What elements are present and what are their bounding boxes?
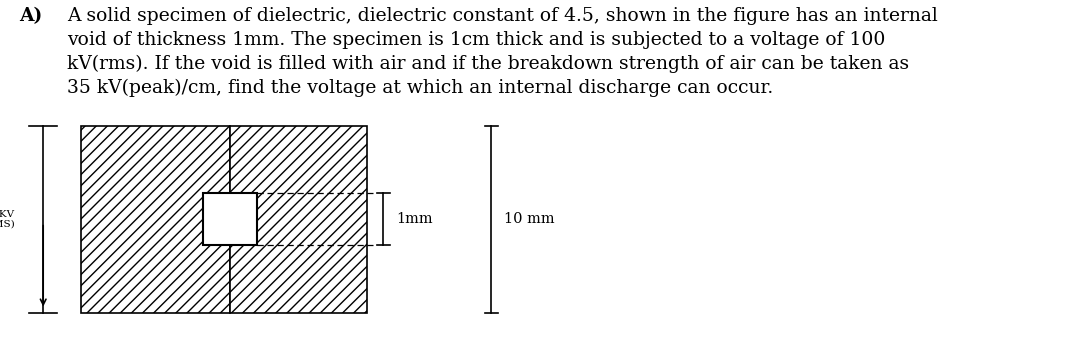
Text: A solid specimen of dielectric, dielectric constant of 4.5, shown in the figure : A solid specimen of dielectric, dielectr… bbox=[67, 7, 937, 97]
Bar bbox=[230, 126, 367, 313]
Text: A): A) bbox=[19, 7, 43, 25]
Text: 100KV
(RMS): 100KV (RMS) bbox=[0, 209, 15, 229]
Text: 10 mm: 10 mm bbox=[504, 212, 555, 226]
Text: 1mm: 1mm bbox=[396, 212, 433, 226]
Bar bbox=[203, 193, 257, 245]
Bar bbox=[81, 126, 230, 313]
